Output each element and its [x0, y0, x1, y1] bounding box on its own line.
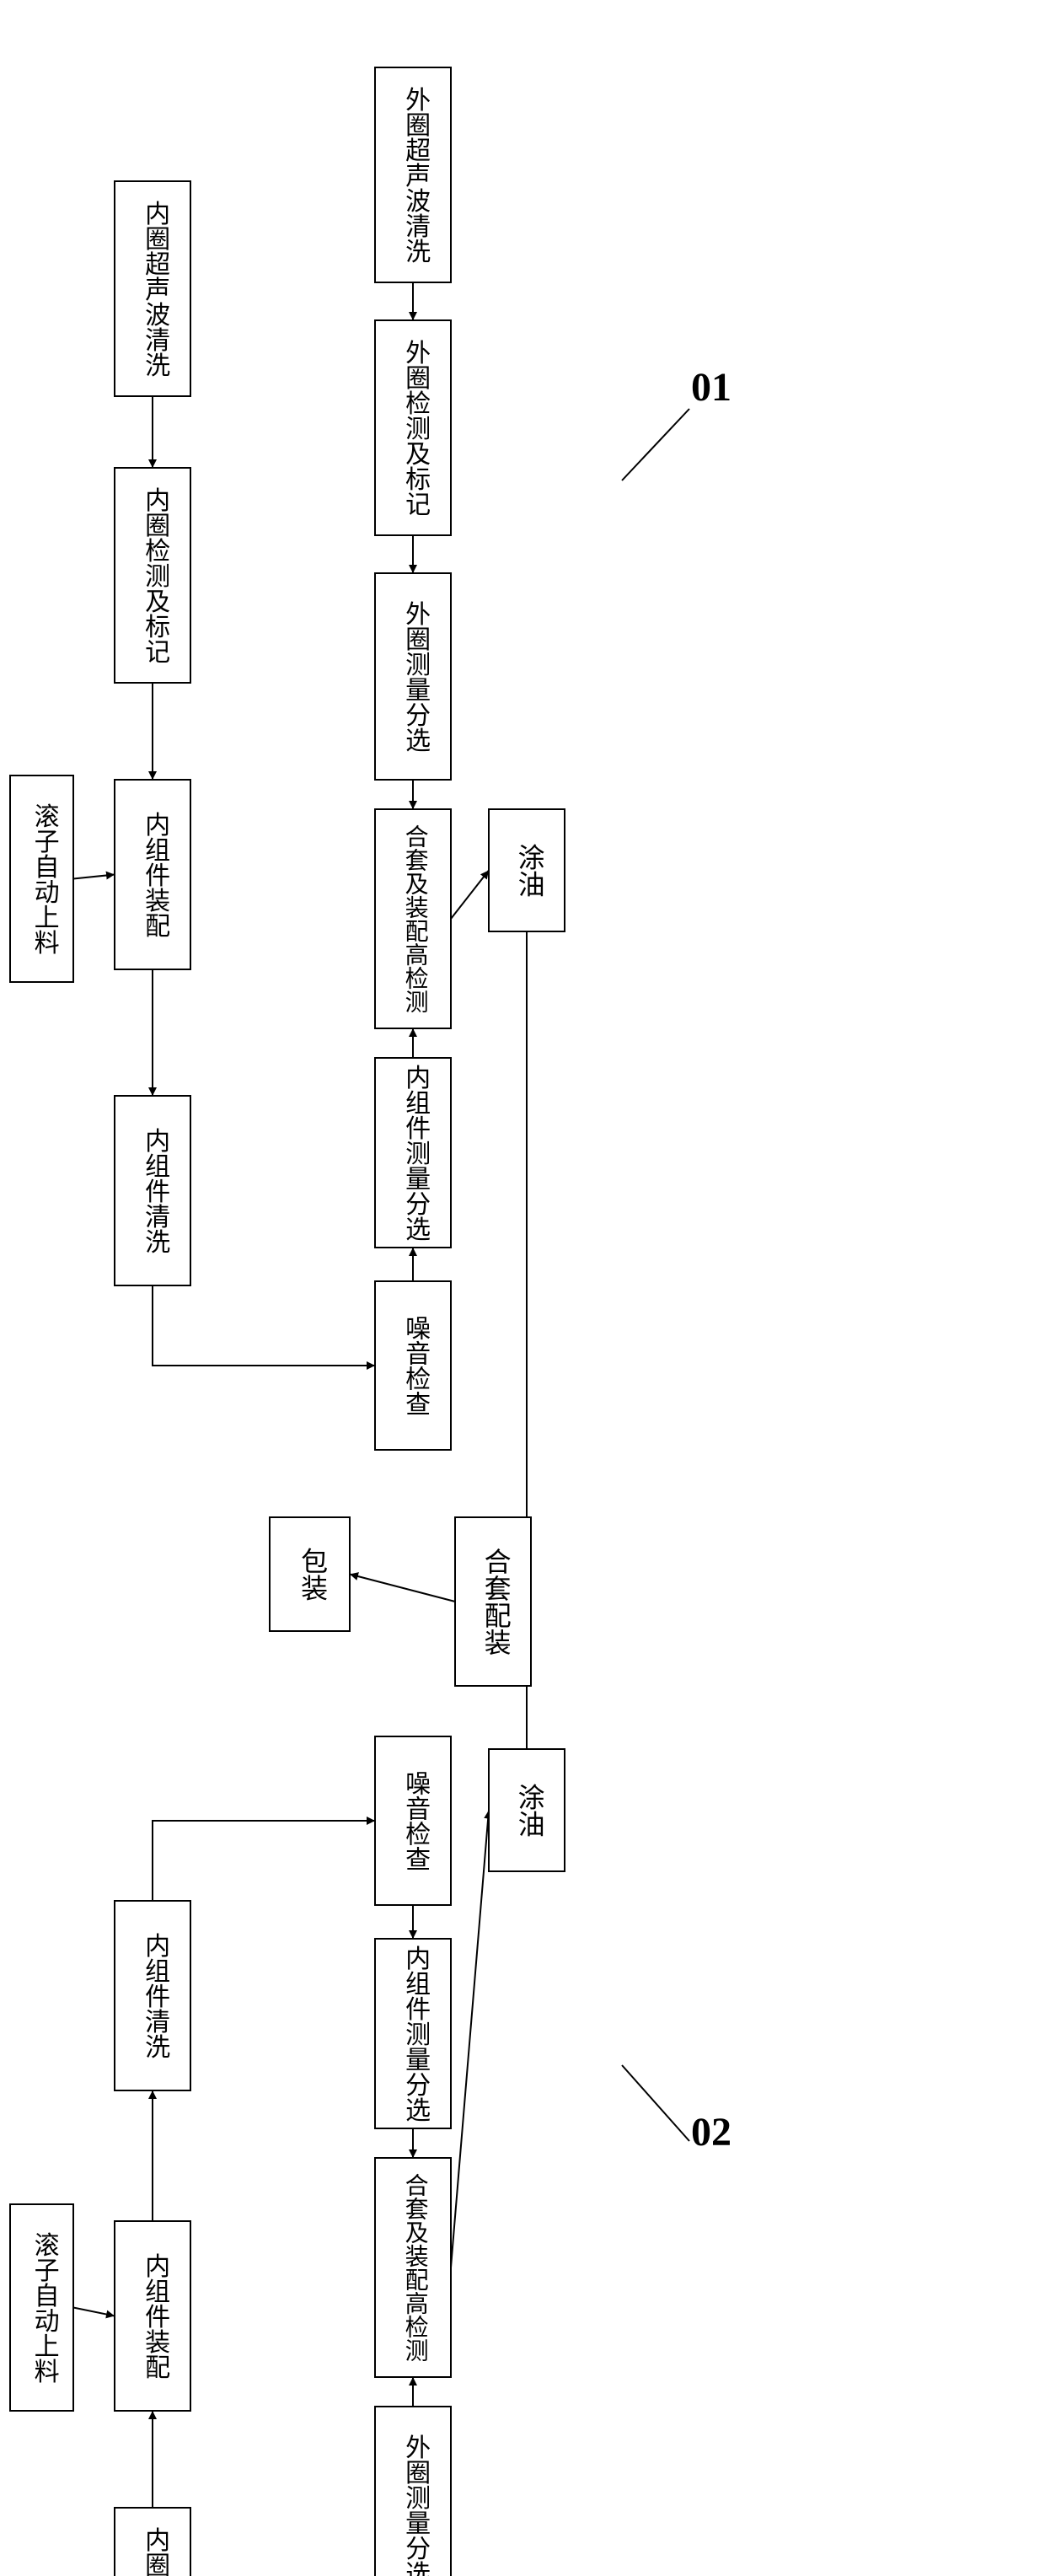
- flow-arrow: [451, 871, 489, 920]
- flow-node: 内组件清洗: [115, 1901, 190, 2090]
- flow-node-label: 外圈测量分选: [401, 2434, 430, 2576]
- flow-node: 内组件清洗: [115, 1096, 190, 1285]
- zone-leader-line: [622, 2065, 689, 2141]
- flow-node-label: 内组件清洗: [141, 1128, 170, 1254]
- flow-node-label: 滚子自动上料: [30, 2232, 60, 2384]
- flow-node: 涂油: [489, 1749, 565, 1871]
- flow-node: 内组件装配: [115, 780, 190, 969]
- flow-node: 外圈测量分选: [375, 2407, 451, 2576]
- flow-node: 合套及装配高检测: [375, 2158, 451, 2377]
- flow-node: 外圈检测及标记: [375, 320, 451, 535]
- flow-node: 包装: [270, 1517, 350, 1631]
- flow-node-label: 合套及装配高检测: [402, 2173, 429, 2362]
- flow-node-label: 包装: [297, 1548, 328, 1602]
- flow-node: 内圈检测及标记: [115, 468, 190, 683]
- flow-arrow: [451, 1811, 489, 2268]
- flow-node-label: 合套配装: [481, 1548, 512, 1656]
- zone-leader-line: [622, 409, 689, 480]
- flow-node-label: 噪音检查: [401, 1770, 431, 1871]
- flow-node-label: 内组件装配: [141, 2253, 170, 2380]
- flow-node-label: 外圈超声波清洗: [401, 87, 431, 264]
- flow-node: 合套及装配高检测: [375, 809, 451, 1028]
- flow-node: 滚子自动上料: [10, 775, 73, 982]
- flow-node-label: 滚子自动上料: [30, 803, 60, 955]
- flow-node: 外圈测量分选: [375, 573, 451, 780]
- flow-arrow: [153, 1821, 375, 1901]
- flow-node-label: 内圈超声波清洗: [141, 201, 170, 378]
- zone-label-02: 02: [691, 2110, 732, 2155]
- flow-node-label: 外圈检测及标记: [401, 340, 431, 517]
- flow-node-label: 内组件测量分选: [401, 1065, 431, 1242]
- flow-arrow: [153, 1285, 375, 1366]
- flow-node-label: 内圈检测及标记: [141, 2527, 170, 2576]
- flow-node-label: 合套及装配高检测: [402, 824, 429, 1013]
- flow-node-label: 内组件清洗: [141, 1933, 170, 2059]
- flow-node-label: 内组件装配: [141, 812, 170, 938]
- flow-node-label: 涂油: [515, 844, 545, 898]
- flow-node: 噪音检查: [375, 1736, 451, 1905]
- flow-arrow: [73, 2308, 115, 2316]
- flow-node: 内组件测量分选: [375, 1058, 451, 1248]
- flow-node: 内组件装配: [115, 2221, 190, 2411]
- flow-node-label: 外圈测量分选: [401, 601, 430, 753]
- flow-node: 滚子自动上料: [10, 2204, 73, 2411]
- flow-node-label: 内组件测量分选: [401, 1945, 431, 2123]
- flow-arrow: [73, 875, 115, 879]
- flow-node: 涂油: [489, 809, 565, 931]
- flow-node: 合套配装: [455, 1517, 531, 1686]
- flow-node-label: 噪音检查: [401, 1315, 431, 1416]
- flow-node-label: 涂油: [515, 1784, 545, 1838]
- flow-arrow: [527, 931, 531, 1602]
- zone-label-01: 01: [691, 365, 732, 410]
- flow-node: 内圈检测及标记: [115, 2508, 190, 2576]
- flow-node: 噪音检查: [375, 1281, 451, 1450]
- flow-node: 内组件测量分选: [375, 1939, 451, 2128]
- flow-node: 外圈超声波清洗: [375, 67, 451, 282]
- flow-node-label: 内圈检测及标记: [141, 487, 170, 664]
- flowchart-canvas: 外圈超声波清洗外圈检测及标记外圈测量分选合套及装配高检测内组件测量分选噪音检查涂…: [0, 0, 1045, 2576]
- flow-node: 内圈超声波清洗: [115, 181, 190, 396]
- flow-arrow: [350, 1575, 455, 1602]
